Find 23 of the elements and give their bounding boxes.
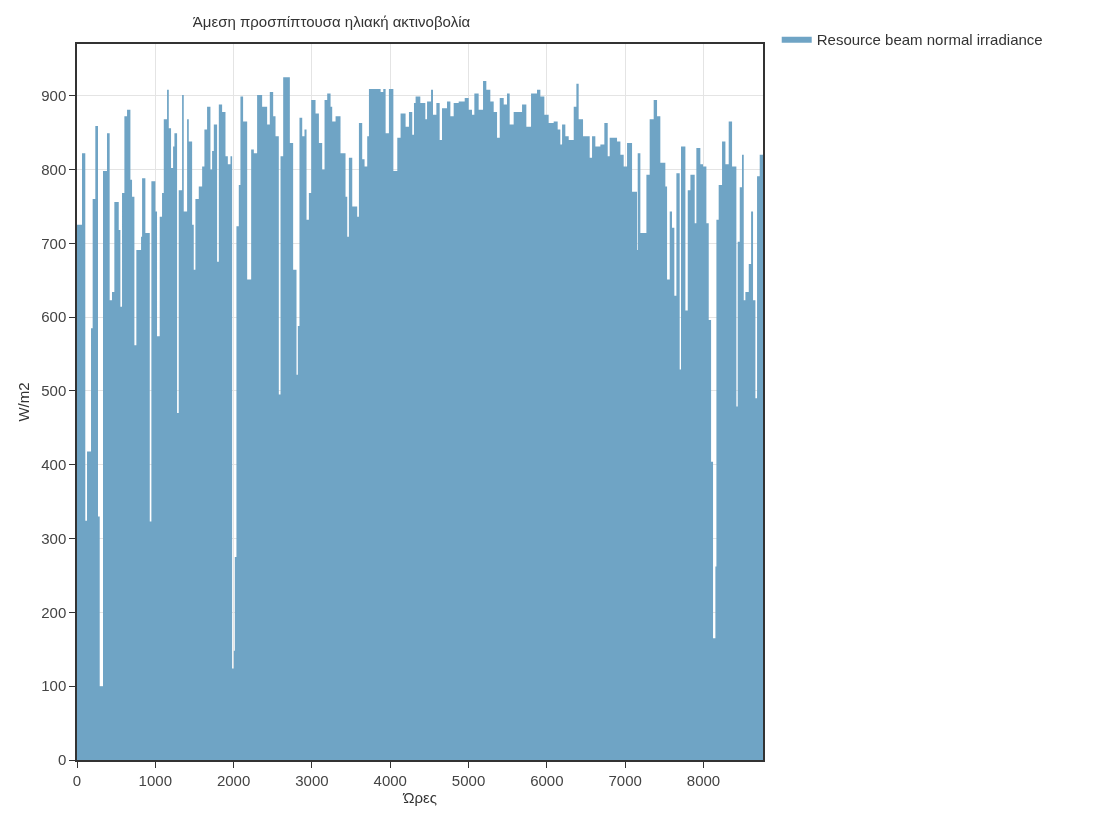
y-tick-label: 100 [41,677,67,695]
y-tick-label: 900 [41,86,67,104]
y-tick-label: 300 [41,529,67,547]
legend-label: Resource beam normal irradiance [816,30,1043,48]
x-axis-title: Ώρες [402,788,437,806]
chart-title: Άμεση προσπίπτουσα ηλιακή ακτινοβολία [192,13,471,31]
x-tick-label: 7000 [608,771,642,789]
x-tick-label: 8000 [686,771,721,789]
x-tick-label: 6000 [530,771,564,789]
y-tick-label: 800 [41,160,67,178]
x-tick-label: 4000 [373,771,407,789]
x-tick-label: 1000 [138,771,172,789]
x-tick-label: 2000 [216,771,251,789]
y-tick-label: 500 [41,382,67,400]
y-axis-title: W/m2 [14,382,32,422]
x-tick-label: 0 [72,771,82,789]
y-tick-label: 0 [57,751,67,769]
y-tick-label: 700 [41,234,67,252]
x-tick-label: 5000 [451,771,486,789]
y-tick-label: 200 [41,603,67,621]
x-tick-label: 3000 [295,771,329,789]
y-tick-label: 400 [41,455,67,473]
y-tick-label: 600 [41,308,67,326]
